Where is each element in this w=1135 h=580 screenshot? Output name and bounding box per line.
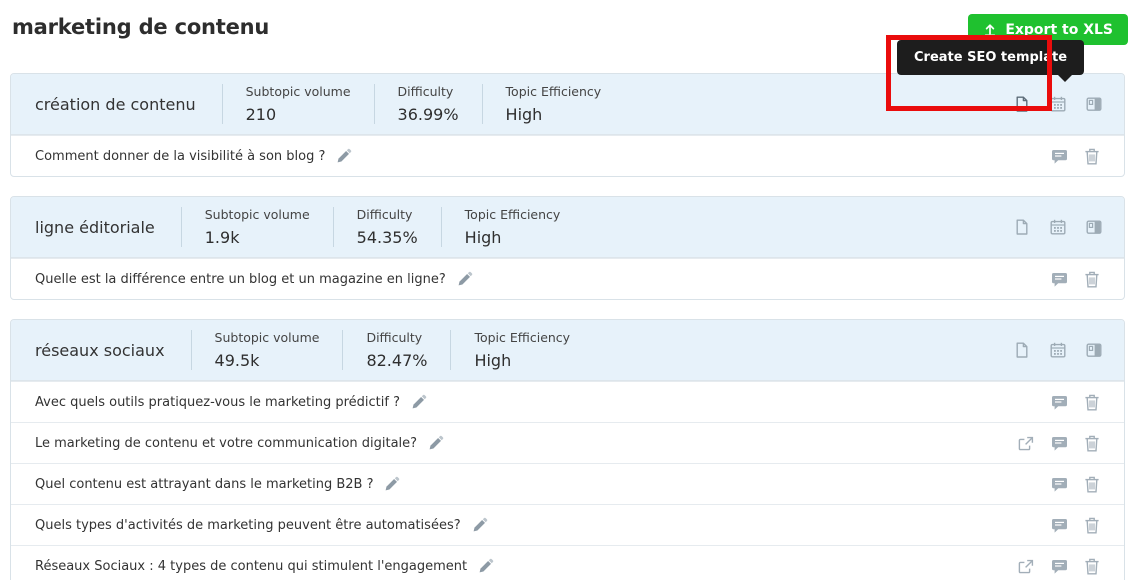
stat-label: Topic Efficiency (505, 84, 602, 99)
trash-icon[interactable] (1084, 517, 1100, 534)
reading-panel-icon[interactable] (1086, 219, 1102, 235)
stat-label: Difficulty (356, 207, 413, 222)
page-title: marketing de contenu (12, 15, 270, 39)
question-text: Comment donner de la visibilité à son bl… (35, 148, 326, 164)
question-row-actions (1051, 148, 1100, 165)
stat-difficulty: Difficulty 82.47% (342, 330, 450, 370)
stat-value: 36.99% (397, 105, 459, 124)
trash-icon[interactable] (1084, 148, 1100, 165)
stat-value: 49.5k (214, 351, 260, 370)
stat-subtopic-volume: Subtopic volume 210 (221, 84, 374, 124)
export-button-label: Export to XLS (1005, 21, 1113, 38)
trash-icon[interactable] (1084, 476, 1100, 493)
stat-value: High (474, 351, 512, 370)
stat-label: Topic Efficiency (464, 207, 561, 222)
trash-icon[interactable] (1084, 271, 1100, 288)
comment-icon[interactable] (1051, 271, 1067, 287)
create-seo-template-tooltip: Create SEO template (897, 40, 1085, 82)
comment-icon[interactable] (1051, 558, 1067, 574)
topic-card-header: réseaux sociaux Subtopic volume 49.5k Di… (11, 320, 1124, 381)
edit-pencil-icon[interactable] (384, 476, 400, 492)
comment-icon[interactable] (1051, 476, 1067, 492)
topic-card-ligne-editoriale: ligne éditoriale Subtopic volume 1.9k Di… (10, 196, 1125, 300)
edit-pencil-icon[interactable] (457, 271, 473, 287)
stat-value: High (505, 105, 543, 124)
stat-topic-efficiency: Topic Efficiency High (481, 84, 625, 124)
question-row-actions (1051, 476, 1100, 493)
topic-card-header: création de contenu Subtopic volume 210 … (11, 74, 1124, 135)
stat-label: Topic Efficiency (474, 330, 571, 345)
trash-icon[interactable] (1084, 394, 1100, 411)
edit-pencil-icon[interactable] (472, 517, 488, 533)
stat-label: Subtopic volume (214, 330, 320, 345)
card-header-actions (1014, 320, 1124, 380)
topic-card-header: ligne éditoriale Subtopic volume 1.9k Di… (11, 197, 1124, 258)
question-row: Avec quels outils pratiquez-vous le mark… (11, 381, 1124, 422)
question-row-actions (1018, 435, 1100, 452)
stat-difficulty: Difficulty 54.35% (332, 207, 441, 247)
page-header: marketing de contenu Export to XLS (10, 12, 1128, 54)
topic-card-reseaux-sociaux: réseaux sociaux Subtopic volume 49.5k Di… (10, 319, 1125, 580)
topic-name: création de contenu (35, 94, 196, 114)
comment-icon[interactable] (1051, 517, 1067, 533)
comment-icon[interactable] (1051, 435, 1067, 451)
create-seo-template-icon[interactable] (1014, 219, 1030, 235)
upload-icon (983, 23, 997, 37)
card-header-actions (1014, 197, 1124, 257)
topic-name: ligne éditoriale (35, 217, 155, 237)
stat-value: 210 (245, 105, 277, 124)
question-row-actions (1018, 558, 1100, 575)
stat-label: Difficulty (366, 330, 423, 345)
stat-subtopic-volume: Subtopic volume 1.9k (180, 207, 333, 247)
trash-icon[interactable] (1084, 558, 1100, 575)
stat-value: 54.35% (356, 228, 418, 247)
comment-icon[interactable] (1051, 148, 1067, 164)
question-row-actions (1051, 517, 1100, 534)
stat-value: High (464, 228, 502, 247)
topic-card-creation-de-contenu: création de contenu Subtopic volume 210 … (10, 73, 1125, 177)
stat-value: 1.9k (204, 228, 240, 247)
question-text: Avec quels outils pratiquez-vous le mark… (35, 394, 400, 410)
stat-label: Difficulty (397, 84, 454, 99)
edit-pencil-icon[interactable] (336, 148, 352, 164)
stat-topic-efficiency: Topic Efficiency High (440, 207, 584, 247)
question-row: Quels types d'activités de marketing peu… (11, 504, 1124, 545)
question-text: Quel contenu est attrayant dans le marke… (35, 476, 374, 492)
topic-name: réseaux sociaux (35, 340, 165, 360)
stat-label: Subtopic volume (204, 207, 310, 222)
question-row: Quelle est la différence entre un blog e… (11, 258, 1124, 299)
create-seo-template-icon[interactable] (1014, 342, 1030, 358)
question-row-actions (1051, 394, 1100, 411)
card-header-actions (1014, 74, 1124, 134)
question-text: Le marketing de contenu et votre communi… (35, 435, 418, 451)
edit-pencil-icon[interactable] (428, 435, 444, 451)
comment-icon[interactable] (1051, 394, 1067, 410)
question-row: Quel contenu est attrayant dans le marke… (11, 463, 1124, 504)
trash-icon[interactable] (1084, 435, 1100, 452)
external-link-icon[interactable] (1018, 559, 1034, 574)
create-seo-template-icon[interactable] (1014, 96, 1030, 112)
reading-panel-icon[interactable] (1086, 96, 1102, 112)
question-text: Quelle est la différence entre un blog e… (35, 271, 446, 287)
calendar-icon[interactable] (1050, 96, 1066, 112)
question-text: Réseaux Sociaux : 4 types de contenu qui… (35, 558, 468, 574)
external-link-icon[interactable] (1018, 436, 1034, 451)
stat-subtopic-volume: Subtopic volume 49.5k (190, 330, 343, 370)
stat-value: 82.47% (366, 351, 428, 370)
stat-topic-efficiency: Topic Efficiency High (450, 330, 593, 370)
question-row: Le marketing de contenu et votre communi… (11, 422, 1124, 463)
stat-label: Subtopic volume (245, 84, 351, 99)
stat-difficulty: Difficulty 36.99% (373, 84, 482, 124)
edit-pencil-icon[interactable] (411, 394, 427, 410)
question-text: Quels types d'activités de marketing peu… (35, 517, 461, 533)
question-row-actions (1051, 271, 1100, 288)
question-row: Réseaux Sociaux : 4 types de contenu qui… (11, 545, 1124, 580)
edit-pencil-icon[interactable] (478, 558, 494, 574)
reading-panel-icon[interactable] (1086, 342, 1102, 358)
calendar-icon[interactable] (1050, 342, 1066, 358)
question-row: Comment donner de la visibilité à son bl… (11, 135, 1124, 176)
calendar-icon[interactable] (1050, 219, 1066, 235)
